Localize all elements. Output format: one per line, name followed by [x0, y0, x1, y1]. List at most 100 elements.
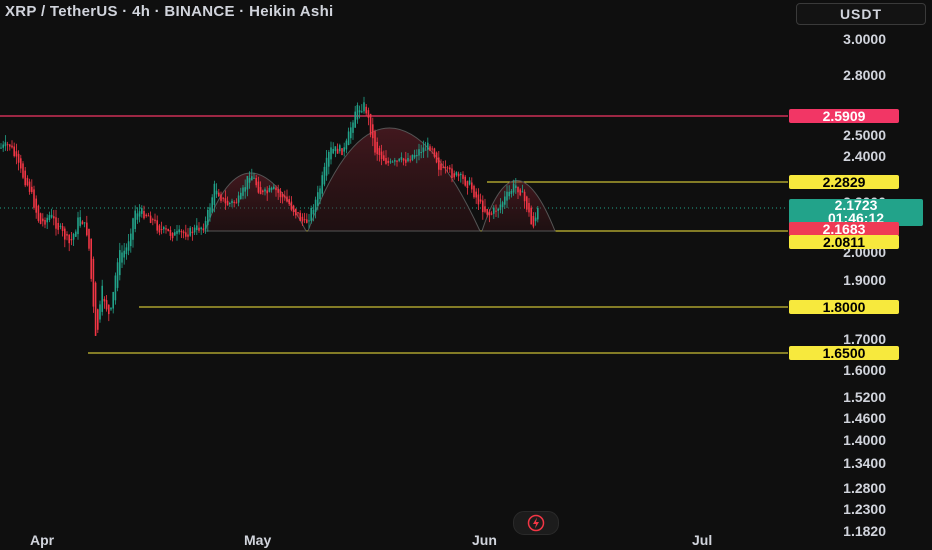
candle-body: [314, 199, 317, 212]
candle-body: [28, 181, 31, 192]
candle-body: [321, 175, 323, 194]
candle-body: [409, 159, 411, 161]
candle-body: [402, 158, 405, 161]
candle-body: [68, 234, 70, 244]
candle-body: [473, 185, 475, 198]
tradingview-bolt-icon[interactable]: [513, 511, 559, 535]
candle-body: [451, 168, 453, 178]
candle-body: [112, 292, 114, 309]
candle-body: [440, 163, 442, 171]
candle-body: [266, 190, 268, 194]
candle-body: [2, 144, 4, 148]
candle-body: [13, 146, 15, 157]
candle-body: [488, 211, 491, 216]
candle-body: [97, 309, 99, 330]
candle-body: [354, 111, 356, 128]
candle-body: [281, 194, 284, 198]
chart-title: XRP / TetherUS · 4h · BINANCE · Heikin A…: [5, 3, 334, 20]
candle-body: [323, 166, 326, 185]
candle-body: [55, 217, 57, 229]
candle-body: [405, 159, 407, 163]
candle-body: [288, 199, 290, 205]
price-axis-label: 1.3400: [843, 455, 886, 471]
time-axis-label-apr: Apr: [30, 532, 55, 548]
candle-body: [435, 152, 438, 163]
candle-body: [330, 147, 332, 160]
candle-body: [79, 217, 81, 226]
candle-body: [66, 234, 68, 236]
candle-body: [114, 275, 117, 301]
candle-body: [255, 178, 257, 186]
candle-body: [72, 233, 75, 240]
candle-body: [121, 252, 123, 263]
candle-body: [279, 190, 282, 198]
candle-body: [398, 158, 400, 161]
candle-body: [471, 182, 473, 190]
candle-body: [83, 222, 86, 224]
candle-body: [248, 178, 251, 183]
candle-body: [88, 229, 90, 249]
candle-body: [147, 215, 150, 217]
neckline-price-tag: 2.0811: [789, 235, 899, 249]
candle-body: [361, 111, 363, 113]
resistance-price-tag: 2.5909: [789, 109, 899, 123]
candle-body: [306, 219, 308, 223]
candle-body: [334, 146, 337, 152]
candle-body: [103, 298, 106, 302]
candle-body: [180, 230, 183, 233]
currency-button[interactable]: USDT: [796, 3, 926, 25]
candle-body: [378, 148, 381, 155]
candle-body: [94, 282, 97, 336]
candle-body: [189, 227, 191, 236]
head-arc[interactable]: [307, 127, 481, 232]
candle-body: [59, 225, 62, 227]
candle-body: [70, 239, 73, 241]
candle-body: [295, 208, 297, 216]
candle-body: [341, 148, 343, 155]
candle-body: [123, 250, 125, 258]
candle-body: [367, 110, 370, 118]
candle-body: [209, 207, 211, 218]
candle-body: [501, 202, 504, 208]
candle-body: [253, 177, 255, 179]
candle-body: [270, 187, 273, 190]
candle-body: [499, 204, 502, 210]
candle-body: [136, 213, 139, 220]
candle-body: [297, 212, 299, 214]
time-axis-label-may: May: [244, 532, 272, 548]
candle-body: [369, 113, 372, 135]
candle-body: [416, 155, 418, 157]
candle-body: [517, 186, 519, 193]
candle-body: [86, 222, 88, 236]
candle-body: [374, 131, 376, 153]
candle-body: [237, 195, 240, 203]
candle-body: [420, 152, 422, 153]
candle-body: [343, 147, 345, 152]
candle-body: [537, 207, 539, 220]
candle-body: [202, 228, 205, 231]
candle-body: [90, 238, 92, 279]
candle-body: [35, 198, 37, 213]
candle-body: [108, 304, 110, 315]
candle-body: [515, 185, 517, 188]
candle-body: [244, 187, 246, 192]
candle-body: [46, 217, 48, 223]
candle-body: [240, 192, 242, 199]
candle-body: [257, 181, 260, 193]
candle-body: [127, 241, 130, 251]
candle-body: [363, 102, 365, 112]
candle-body: [130, 233, 132, 247]
candle-body: [506, 191, 508, 201]
candle-body: [231, 200, 233, 204]
current-price-value: 2.1723: [834, 197, 878, 213]
right-shoulder-arc[interactable]: [481, 180, 556, 232]
candle-body: [92, 258, 95, 307]
candle-body: [193, 227, 196, 233]
candle-body: [466, 181, 469, 188]
candle-body: [143, 211, 145, 219]
candle-body: [39, 213, 42, 224]
candle-body: [22, 163, 24, 178]
candle-body: [385, 158, 387, 164]
candle-body: [332, 149, 334, 154]
